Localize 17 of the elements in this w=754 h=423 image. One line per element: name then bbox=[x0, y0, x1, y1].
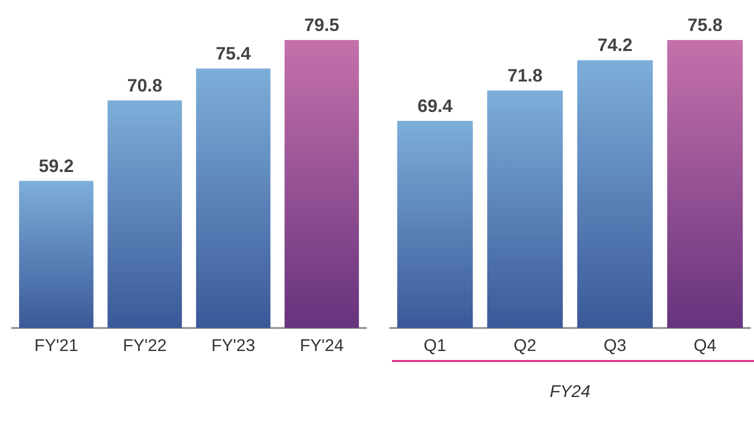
x-tick-label: Q3 bbox=[604, 336, 626, 355]
data-label: 75.8 bbox=[687, 15, 723, 35]
x-tick-label: Q2 bbox=[514, 336, 536, 355]
x-tick-label: FY'24 bbox=[300, 336, 344, 355]
x-axis-title: FY24 bbox=[550, 382, 590, 401]
data-label: 59.2 bbox=[38, 156, 74, 176]
x-tick-label: FY'23 bbox=[211, 336, 256, 355]
x-tick-label: FY'22 bbox=[122, 336, 167, 355]
data-label: 69.4 bbox=[417, 96, 453, 116]
x-tick-label: Q1 bbox=[424, 336, 446, 355]
data-label: 74.2 bbox=[597, 35, 633, 56]
data-label: 79.5 bbox=[304, 15, 340, 35]
x-tick-label: FY'21 bbox=[34, 336, 78, 355]
x-tick-label: Q4 bbox=[694, 336, 716, 355]
data-label: 70.8 bbox=[127, 75, 162, 96]
data-label: 75.4 bbox=[216, 43, 251, 64]
data-label: 71.8 bbox=[507, 66, 543, 86]
